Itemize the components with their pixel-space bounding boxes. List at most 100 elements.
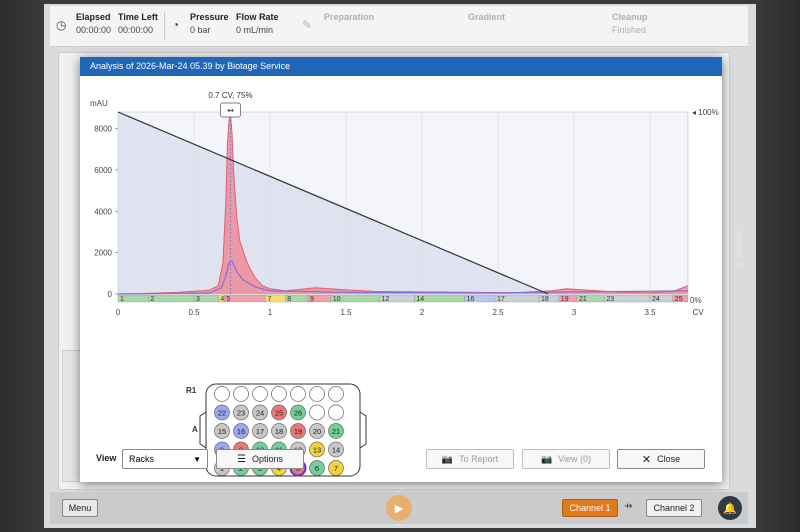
rack-well[interactable] [233,423,249,439]
chromatogram-chart[interactable]: 1 2 3 4 5 7 8 9 10 12 14 16 17 18 19 21 23 24 250 0.5 1 1.5 2 2… [80,76,722,376]
rack-well[interactable] [214,423,230,439]
x-tick-label: 0.5 [188,308,200,317]
rack-well[interactable] [271,404,287,421]
gradient-line [117,111,549,295]
fraction-segment [672,294,689,303]
to-report-button[interactable]: 📷 To Report [426,449,514,469]
fraction-label: 8 [287,296,291,303]
rack-well[interactable] [233,386,249,402]
fraction-label: 1 [120,296,124,303]
chromatogram-area[interactable]: 1 2 3 4 5 7 8 9 10 12 14 16 17 18 19 21 23 24 25 0 0.5 1 1.5 2 2… [80,76,722,376]
rack-well[interactable] [290,386,306,402]
fraction-segment [224,294,266,303]
x-tick-label: 2 [420,308,425,317]
series-line [117,114,689,295]
rack-well[interactable] [328,441,344,458]
options-label: Options [251,454,283,464]
rack-well[interactable] [309,441,325,458]
chevron-down-icon: ▼ [193,454,201,464]
elapsed-label: Elapsed [76,12,111,22]
fraction-label: 14 [416,296,424,303]
flow-rate-label: Flow Rate [236,12,279,22]
rack-well[interactable] [252,404,268,421]
rack-well-label: 14 [332,446,340,455]
gauge-icon: ◔ [172,18,180,32]
close-icon: ✕ [641,453,652,466]
fraction-label: 24 [652,296,660,303]
rack-well[interactable] [252,423,268,439]
gradient-step: Gradient [468,12,505,22]
clock-icon: ◷ [56,18,67,32]
left-right-arrow-icon: ↔ [227,106,234,115]
close-button[interactable]: ✕ Close [617,449,705,469]
rack-well-label: 22 [218,409,226,418]
rack-well-label: 25 [275,409,283,418]
rack-well[interactable] [328,386,344,402]
separator [164,12,165,40]
rack-well[interactable] [328,423,344,439]
view-count-button[interactable]: 📷 View (0) [522,449,610,469]
cleanup-step: Cleanup Finished [612,12,648,35]
menu-button[interactable]: Menu [62,499,98,517]
rack-well[interactable] [252,386,268,402]
menu-label: Menu [68,503,92,513]
rack-well[interactable] [328,460,344,476]
y-tick-label: 0 [108,290,113,299]
options-button[interactable]: ☰ Options [216,449,304,469]
series-line [117,259,689,295]
channel2-button[interactable]: Channel 2 [646,499,702,517]
channel1-button[interactable]: Channel 1 [562,499,618,517]
x-tick-label: 3.5 [644,308,656,317]
cursor-handle[interactable] [220,102,241,118]
dialog-title: Analysis of 2026-Mar-24 05.39 by Biotage… [80,57,722,76]
rack-well-label: 18 [275,427,283,436]
rack-well[interactable] [214,404,230,421]
footer-bar: Menu ▶ Channel 1 ⇸ Channel 2 🔔 [50,492,748,524]
cleanup-label: Cleanup [612,12,648,22]
channel1-label: Channel 1 [569,503,611,513]
rack-well[interactable] [233,404,249,421]
rack-well[interactable] [309,423,325,439]
cursor-label: 0.7 CV, 75% [208,91,252,100]
rack-well[interactable] [271,423,287,439]
x-tick-label: 1.5 [340,308,352,317]
cleanup-status: Finished [612,25,647,35]
rack-left-tab [199,411,207,449]
fraction-label: 21 [579,296,587,303]
fraction-label: 3 [196,296,200,303]
gradient-top-label: ◂ 100% [692,108,719,117]
rack-well[interactable] [214,386,230,402]
preparation-label: Preparation [324,12,375,22]
gradient-label: Gradient [468,12,506,22]
rack-well[interactable] [290,404,306,421]
play-button[interactable]: ▶ [386,495,412,521]
side-channel2-tab[interactable]: Channel 2 [728,225,744,295]
rack-well[interactable] [309,460,325,476]
rack-well[interactable] [271,386,287,402]
rack-well[interactable] [328,404,344,421]
fraction-label: 2 [150,296,154,303]
rack-well[interactable] [290,423,306,439]
view-select[interactable]: Racks ▼ [122,449,208,469]
rack-well-label: 21 [332,427,340,436]
gradient-bottom-label: 0% [690,296,702,305]
rack-well-label: 24 [256,409,264,418]
rack-well[interactable] [309,404,325,421]
side-channel2-label: Channel 2 [734,225,744,267]
y-tick-label: 2000 [94,249,112,258]
y-axis-label: mAU [90,99,108,108]
fraction-label: 19 [561,296,569,303]
time-left-group: Time Left 00:00:00 [118,12,158,35]
rack-well-label: 6 [315,464,319,473]
rack-well[interactable] [309,386,325,402]
time-left-value: 00:00:00 [118,25,154,35]
rack-name: R1 [186,386,197,395]
rack-r1: R1A2223242526151617181920218910111213141… [184,382,374,487]
fraction-label: 9 [310,296,314,303]
x-tick-label: 1 [268,308,273,317]
camera-icon: 📷 [540,453,553,464]
play-icon: ▶ [394,502,404,515]
fraction-label: 4 [220,296,224,303]
analysis-dialog: Analysis of 2026-Mar-24 05.39 by Biotage… [80,57,722,482]
notification-bell-button[interactable]: 🔔 [718,496,742,520]
